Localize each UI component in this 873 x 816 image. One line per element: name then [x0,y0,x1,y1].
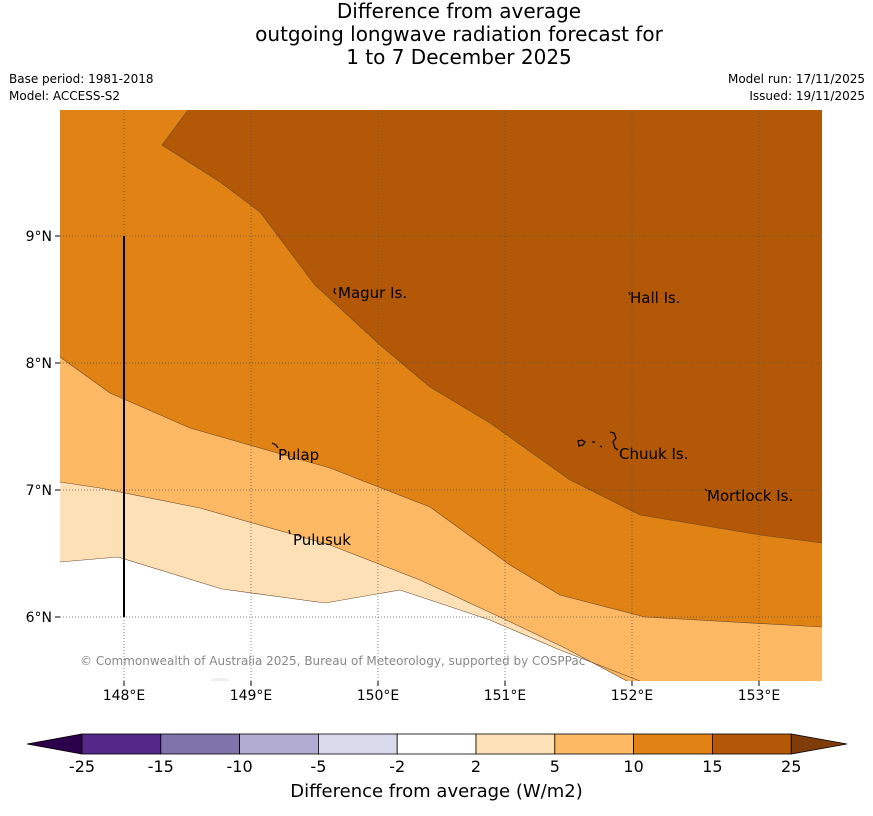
axis-ticks [55,235,760,686]
colorbar-tick-label: 5 [550,757,560,776]
lon-labels: 148°E 149°E 150°E 151°E 152°E 153°E [103,688,781,704]
colorbar-swatch [554,733,634,755]
colorbar-swatch [81,733,162,755]
lat-label: 6°N [26,610,52,626]
lon-label: 149°E [230,688,273,704]
colorbar-swatch [712,733,792,755]
colorbar: -25 -15 -10 -5 -2 2 5 10 15 25 [26,733,848,776]
colorbar-swatch [633,733,713,755]
place-magur: Magur Is. [338,284,407,302]
title-line-3: 1 to 7 December 2025 [346,45,572,69]
island-marks [271,287,708,535]
map-area: Magur Is. Hall Is. Pulap Chuuk Is. Mortl… [60,110,822,681]
lat-label: 8°N [26,356,52,372]
lon-label: 150°E [357,688,400,704]
title-line-2: outgoing longwave radiation forecast for [255,22,663,46]
place-pulap: Pulap [278,446,319,464]
colorbar-swatch [475,733,556,755]
lat-labels: 9°N 8°N 7°N 6°N [26,229,52,626]
colorbar-under-arrow [26,733,83,755]
issued-date: Issued: 19/11/2025 [749,89,865,103]
band-15-to-25 [162,110,822,543]
colorbar-swatch [160,733,241,755]
colorbar-tick-label: 10 [623,757,643,776]
colorbar-swatch [239,733,319,755]
colorbar-tick-label: -2 [389,757,405,776]
place-mortlock: Mortlock Is. [707,487,793,505]
lon-label: 153°E [738,688,781,704]
lat-label: 7°N [26,483,52,499]
base-period: Base period: 1981-2018 [9,72,154,86]
colorbar-tick-label: 2 [471,757,481,776]
copyright-notice: © Commonwealth of Australia 2025, Bureau… [80,654,585,668]
model-run: Model run: 17/11/2025 [727,72,865,86]
meta-left: Base period: 1981-2018 Model: ACCESS-S2 [9,71,154,105]
place-pulusuk: Pulusuk [293,531,351,549]
title: Difference from average outgoing longwav… [0,0,873,69]
meta-right: Model run: 17/11/2025 Issued: 19/11/2025 [728,71,865,105]
colorbar-tick-label: -5 [310,757,326,776]
colorbar-over-arrow [790,733,848,755]
colorbar-swatch [396,733,477,755]
island-blob [210,678,230,681]
lon-label: 148°E [103,688,146,704]
lon-label: 151°E [484,688,527,704]
colorbar-tick-label: -15 [148,757,174,776]
colorbar-tick-label: 25 [781,757,801,776]
lon-label: 152°E [611,688,654,704]
colorbar-label: Difference from average (W/m2) [290,781,583,802]
colorbar-tick-label: -10 [227,757,253,776]
title-line-1: Difference from average [336,0,582,23]
place-chuuk: Chuuk Is. [619,445,688,463]
colorbar-tick-label: 15 [702,757,722,776]
lat-label: 9°N [26,229,52,245]
colorbar-swatch [317,733,398,755]
model-name: Model: ACCESS-S2 [9,89,121,103]
colorbar-tick-label: -25 [69,757,95,776]
place-hall: Hall Is. [630,289,681,307]
